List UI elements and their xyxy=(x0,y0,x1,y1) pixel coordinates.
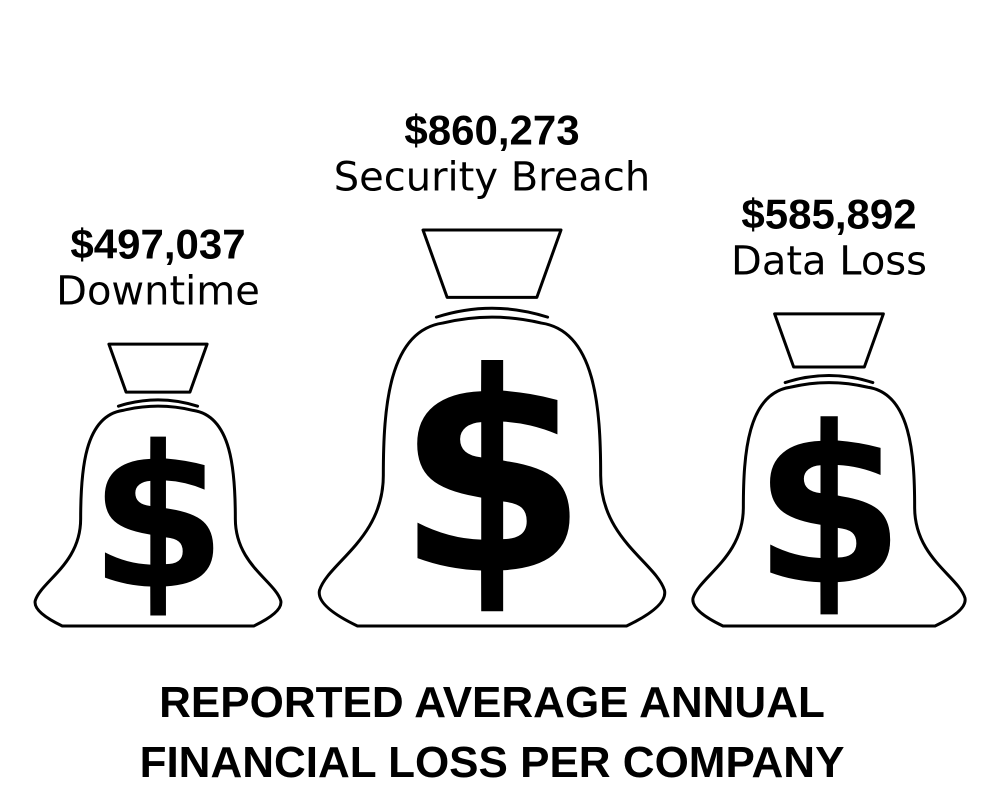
bag-neck xyxy=(107,342,209,394)
money-bag-icon xyxy=(317,315,667,628)
bag-tie xyxy=(434,306,550,319)
bag-tie xyxy=(783,374,875,385)
dollar-sign-icon: $ xyxy=(396,315,589,637)
money-bag-2: $ Security Breach$860,273 xyxy=(317,106,667,637)
dollar-sign-icon: $ xyxy=(753,379,905,634)
category-label: Downtime xyxy=(56,269,260,315)
money-bag-3: $ Data Loss$585,892 xyxy=(691,190,967,634)
category-label: Security Breach xyxy=(334,154,650,200)
money-bags-group: $ Downtime$497,037 $ Security Breach$860,27… xyxy=(33,106,967,637)
category-label: Data Loss xyxy=(731,238,927,284)
money-bag-1: $ Downtime$497,037 xyxy=(33,221,283,634)
money-bag-icon xyxy=(691,381,967,628)
value-label: $585,892 xyxy=(741,190,916,237)
dollar-sign-icon: $ xyxy=(89,404,226,634)
value-label: $860,273 xyxy=(404,106,579,153)
money-bag-icon xyxy=(33,404,283,628)
caption-line-2: FINANCIAL LOSS PER COMPANY xyxy=(140,738,845,787)
bag-neck xyxy=(421,228,563,299)
bag-tie xyxy=(116,398,200,408)
bag-neck xyxy=(773,312,885,369)
caption-line-1: REPORTED AVERAGE ANNUAL xyxy=(159,678,825,727)
value-label: $497,037 xyxy=(70,221,245,268)
